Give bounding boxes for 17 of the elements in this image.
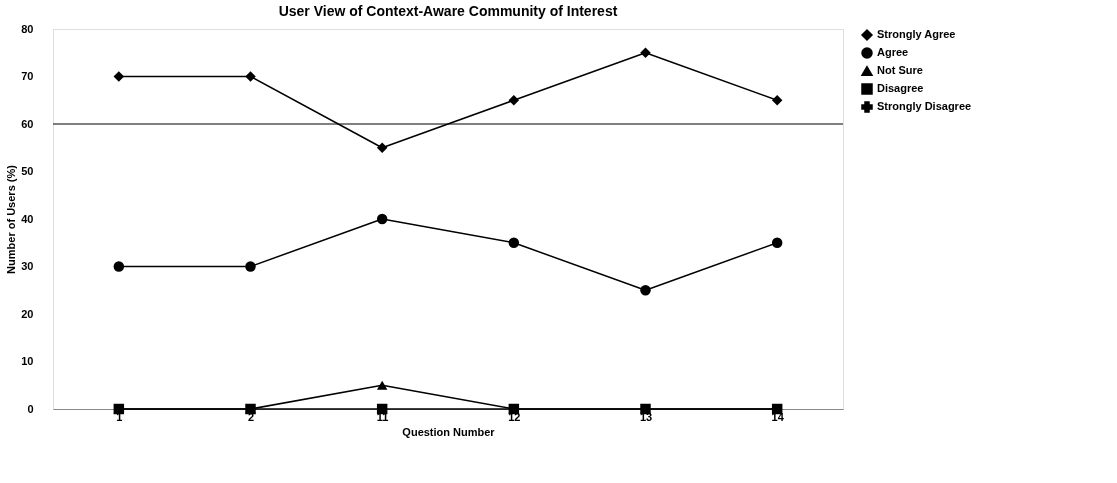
y-tick-label: 80	[21, 22, 34, 35]
y-axis-title: Number of Users (%)	[5, 164, 18, 274]
legend-label: Agree	[877, 46, 909, 58]
y-tick-label: 60	[21, 117, 34, 130]
legend-label: Not Sure	[877, 64, 923, 76]
y-tick-label: 50	[21, 165, 34, 177]
y-tick-label: 10	[21, 355, 34, 367]
y-tick-label: 40	[21, 212, 34, 225]
y-tick-label: 20	[21, 307, 34, 320]
legend-label: Strongly Agree	[877, 28, 956, 40]
chart-title: User View of Context-Aware Community of Interest	[278, 3, 618, 19]
y-tick-label: 30	[21, 260, 34, 272]
legend-label: Disagree	[877, 82, 924, 94]
legend-label: Strongly Disagree	[877, 100, 972, 112]
y-tick-label: 70	[21, 70, 34, 82]
y-tick-label: 0	[27, 402, 34, 415]
x-axis-title: Question Number	[402, 425, 496, 438]
